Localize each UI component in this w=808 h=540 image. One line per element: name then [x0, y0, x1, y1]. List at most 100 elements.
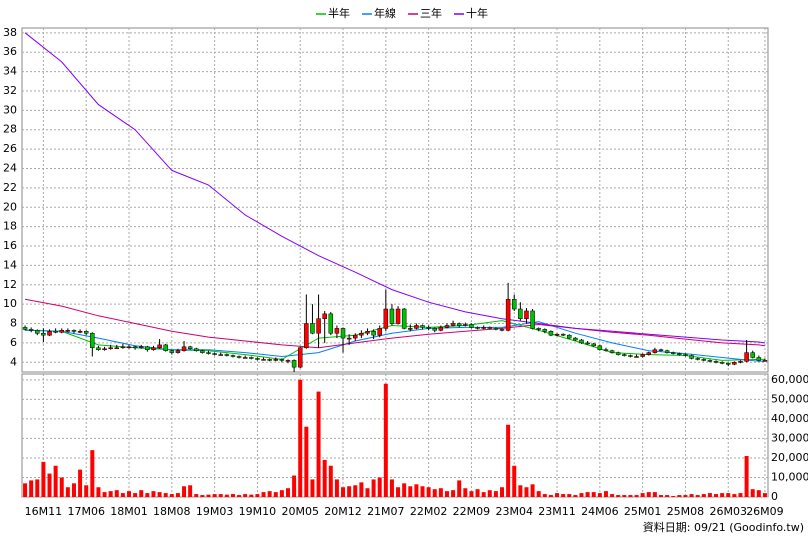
candle-body [744, 352, 749, 362]
volume-bar [634, 495, 639, 497]
candle-body [35, 330, 40, 334]
volume-bar [114, 490, 119, 497]
volume-bar [402, 483, 407, 497]
candle-body [689, 355, 694, 359]
candle-body [242, 357, 248, 359]
volume-bar [41, 461, 46, 497]
candle-body [493, 328, 499, 330]
candle-body [28, 329, 34, 331]
volume-bar [463, 488, 468, 497]
volume-bar [646, 492, 651, 497]
candle-body [591, 343, 596, 347]
volume-bar [689, 494, 694, 497]
y2-tick-label: 30,000 [771, 431, 808, 444]
candle-body [622, 354, 627, 356]
price-panel [21, 27, 769, 373]
volume-bar [279, 490, 284, 497]
volume-bar [267, 491, 272, 497]
candle-body [628, 355, 633, 357]
candle-body [658, 349, 664, 351]
volume-bar [127, 491, 132, 497]
candle-body [542, 329, 548, 332]
candle-body [249, 357, 254, 359]
candle-body [157, 344, 162, 349]
volume-bar [493, 491, 498, 497]
y-tick-label: 36 [3, 45, 17, 58]
candle-body [732, 362, 737, 365]
volume-bar [573, 495, 578, 497]
volume-bar [475, 489, 480, 497]
x-tick-label: 18M01 [110, 505, 148, 518]
candle-body [389, 308, 395, 324]
volume-bar [585, 492, 590, 497]
candle-body [163, 344, 168, 351]
candle-body [432, 328, 437, 331]
candle-body [328, 313, 334, 334]
volume-bar [120, 493, 125, 497]
y-tick-label: 28 [3, 123, 17, 136]
candle-body [120, 346, 126, 349]
volume-bar [591, 492, 596, 497]
volume-bar [188, 485, 193, 497]
volume-bar [341, 487, 346, 497]
x-tick-label: 22M02 [410, 505, 448, 518]
volume-bar [218, 494, 223, 497]
y2-tick-label: 60,000 [771, 373, 808, 386]
volume-bar [530, 484, 535, 497]
candle-body [126, 346, 132, 349]
candle-body [567, 334, 572, 339]
volume-bar [322, 459, 327, 497]
volume-bar [677, 495, 682, 497]
candle-body [114, 347, 120, 350]
volume-bar [512, 465, 517, 497]
volume-bar [738, 493, 743, 497]
candle-body [530, 310, 535, 329]
candle-body [200, 350, 205, 353]
volume-bar [432, 489, 437, 497]
x-tick-label: 17M06 [67, 505, 105, 518]
candle-body [438, 327, 444, 331]
candle-body [719, 362, 725, 364]
volume-bar [96, 487, 101, 497]
volume-bar [23, 483, 28, 497]
candle-body [450, 323, 456, 326]
candle-body [548, 331, 554, 336]
volume-bar [683, 495, 688, 497]
volume-bar [310, 479, 315, 497]
candle-body [169, 350, 175, 353]
volume-bar [359, 482, 364, 497]
candle-body [291, 360, 297, 368]
x-tick-label: 25M08 [667, 505, 705, 518]
candle-body [365, 331, 370, 334]
volume-bar [762, 493, 767, 497]
volume-bar [726, 493, 731, 497]
volume-bar [610, 494, 615, 497]
candle-body [677, 353, 682, 355]
candle-body [536, 328, 541, 330]
candle-body [463, 324, 468, 326]
candle-body [279, 359, 285, 361]
candle-body [560, 333, 566, 336]
candle-body [359, 332, 364, 336]
y-tick-label: 20 [3, 200, 17, 213]
candle-body [499, 329, 505, 331]
y2-tick-label: 0 [771, 490, 778, 503]
volume-bar [377, 477, 382, 497]
candle-body [261, 359, 266, 361]
y2-tick-label: 40,000 [771, 412, 808, 425]
y-tick-label: 22 [3, 181, 17, 194]
volume-bar [35, 479, 40, 497]
candle-body [683, 354, 688, 356]
volume-bar [555, 493, 560, 497]
candle-body [401, 308, 407, 329]
x-tick-label: 23M11 [538, 505, 576, 518]
x-tick-label: 19M10 [239, 505, 277, 518]
candle-body [41, 332, 46, 336]
volume-bar [261, 492, 266, 497]
volume-bar [396, 487, 401, 497]
candle-body [634, 356, 639, 358]
volume-bar [567, 494, 572, 497]
volume-bar [542, 494, 547, 497]
legend-label: 年線 [374, 6, 396, 20]
candle-body [22, 327, 28, 330]
